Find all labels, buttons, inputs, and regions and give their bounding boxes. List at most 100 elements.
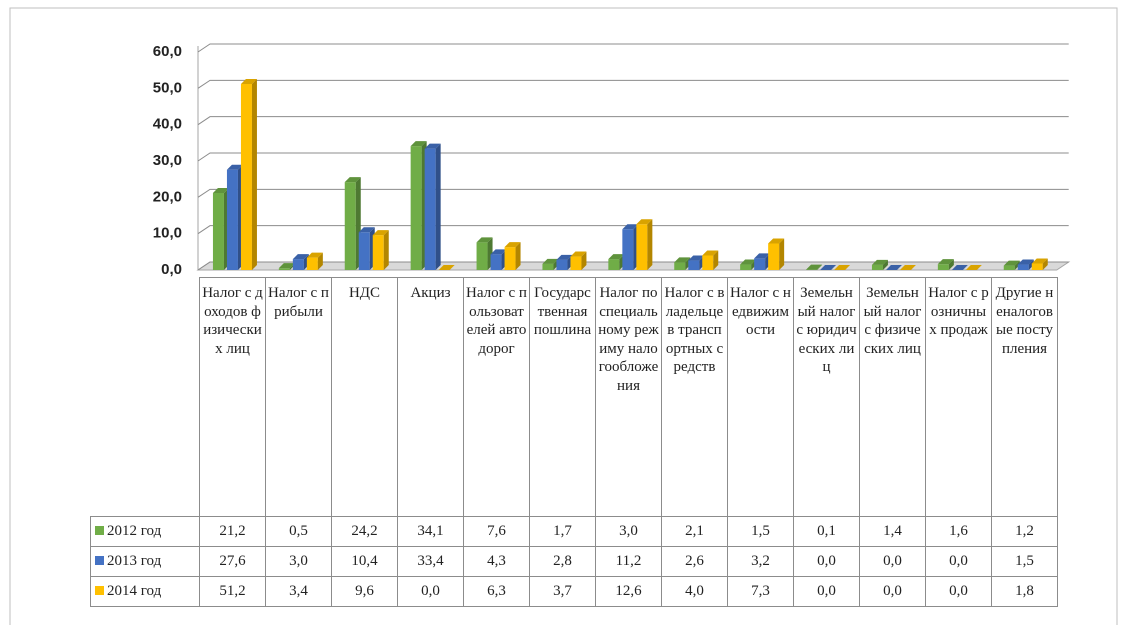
bar-front	[476, 242, 488, 270]
bar-top	[1003, 260, 1020, 266]
bar	[212, 187, 229, 270]
bar-front	[490, 254, 502, 270]
legend-key	[95, 526, 104, 535]
bar	[806, 264, 823, 270]
bar-side	[435, 143, 441, 270]
bar-front	[674, 262, 686, 270]
data-label: 7,3	[727, 576, 794, 607]
bar-top	[871, 259, 888, 265]
bar-front	[358, 232, 370, 270]
bar-top	[608, 254, 625, 260]
bar-side	[1042, 258, 1048, 270]
grid-line	[197, 188, 1069, 198]
bar-side	[1014, 260, 1020, 270]
bar-top	[937, 259, 954, 265]
bar	[570, 251, 587, 270]
x-tick-label: Налог с доходов физических лиц	[199, 277, 266, 517]
table-row: 2013 год 27,6 3,0 10,4 33,4 4,3 2,8 11,2 2,6 3,2 0…	[90, 546, 1058, 577]
bar-top	[542, 258, 559, 264]
bar-top	[834, 265, 851, 270]
bar-top	[240, 78, 257, 84]
data-label: 0,0	[859, 576, 926, 607]
data-label: 10,4	[331, 546, 398, 577]
legend-entry: 2013 год	[90, 546, 200, 577]
bar-front	[226, 169, 238, 270]
data-label: 2,1	[661, 516, 728, 547]
bar-front	[424, 148, 436, 270]
table-row: 2014 год 51,2 3,4 9,6 0,0 6,3 3,7 12,6 4,0 7,3 0,0…	[90, 576, 1058, 607]
bar-top	[372, 230, 389, 236]
bar-top	[570, 251, 587, 257]
bar-top	[768, 238, 785, 244]
bar-side	[383, 230, 389, 270]
x-tick-label: Земельный налог с юридических лиц	[793, 277, 860, 517]
data-label: 4,3	[463, 546, 530, 577]
bar-top	[410, 141, 427, 147]
data-label: 1,5	[727, 516, 794, 547]
bar-side	[317, 252, 323, 270]
bar-top	[885, 265, 902, 270]
x-tick-label: Налог по специальному режиму налогооблож…	[595, 277, 662, 517]
data-label: 2,6	[661, 546, 728, 577]
bar-top	[556, 254, 573, 260]
bar	[899, 265, 916, 270]
bar	[306, 252, 323, 270]
bar-front	[410, 146, 422, 270]
bar-front	[292, 259, 304, 270]
bar-front	[1017, 264, 1029, 270]
legend-key	[95, 586, 104, 595]
bar-front	[1003, 265, 1015, 270]
bar-front	[754, 258, 766, 270]
bar-top	[674, 257, 691, 263]
bar-top	[951, 265, 968, 270]
bar-front	[636, 224, 648, 270]
bar-front	[344, 182, 356, 270]
x-tick-label: НДС	[331, 277, 398, 517]
bar-side	[882, 259, 888, 270]
data-label: 0,1	[793, 516, 860, 547]
y-tick-label: 30,0	[153, 152, 182, 169]
table-corner	[90, 277, 200, 517]
data-label: 2,8	[529, 546, 596, 577]
x-tick-label: Акциз	[397, 277, 464, 517]
bar	[1031, 258, 1048, 270]
bar-top	[490, 249, 507, 255]
data-label: 0,0	[397, 576, 464, 607]
data-label: 12,6	[595, 576, 662, 607]
data-label: 0,0	[925, 546, 992, 577]
bar	[344, 177, 361, 270]
bar-top	[636, 219, 653, 225]
x-tick-label: Налог с недвижимости	[727, 277, 794, 517]
bar	[226, 164, 243, 270]
x-tick-label: Земельный налог с физических лиц	[859, 277, 926, 517]
bar-top	[754, 253, 771, 259]
bar-side	[581, 251, 587, 270]
chart-border	[9, 7, 1118, 625]
bar-front	[372, 235, 384, 270]
bar	[622, 224, 639, 270]
bar-front	[306, 257, 318, 270]
bar-top	[622, 224, 639, 230]
bar-side	[948, 259, 954, 270]
bar-side	[713, 250, 719, 270]
bar-top	[306, 252, 323, 258]
bar	[820, 265, 837, 270]
bar-top	[344, 177, 361, 183]
bar-top	[438, 265, 455, 270]
bar-front	[622, 229, 634, 270]
data-table: Налог с доходов физических лиц Налог с пр…	[90, 277, 1058, 607]
data-label: 6,3	[463, 576, 530, 607]
legend-entry: 2012 год	[90, 516, 200, 547]
data-label: 1,2	[991, 516, 1058, 547]
data-label: 9,6	[331, 576, 398, 607]
data-label: 1,7	[529, 516, 596, 547]
data-label: 3,7	[529, 576, 596, 607]
data-label: 33,4	[397, 546, 464, 577]
bar	[1017, 259, 1034, 270]
bar-side	[817, 264, 823, 270]
data-label: 24,2	[331, 516, 398, 547]
bar-top	[476, 237, 493, 243]
data-label: 11,2	[595, 546, 662, 577]
bar-top	[358, 227, 375, 233]
data-label: 0,5	[265, 516, 332, 547]
